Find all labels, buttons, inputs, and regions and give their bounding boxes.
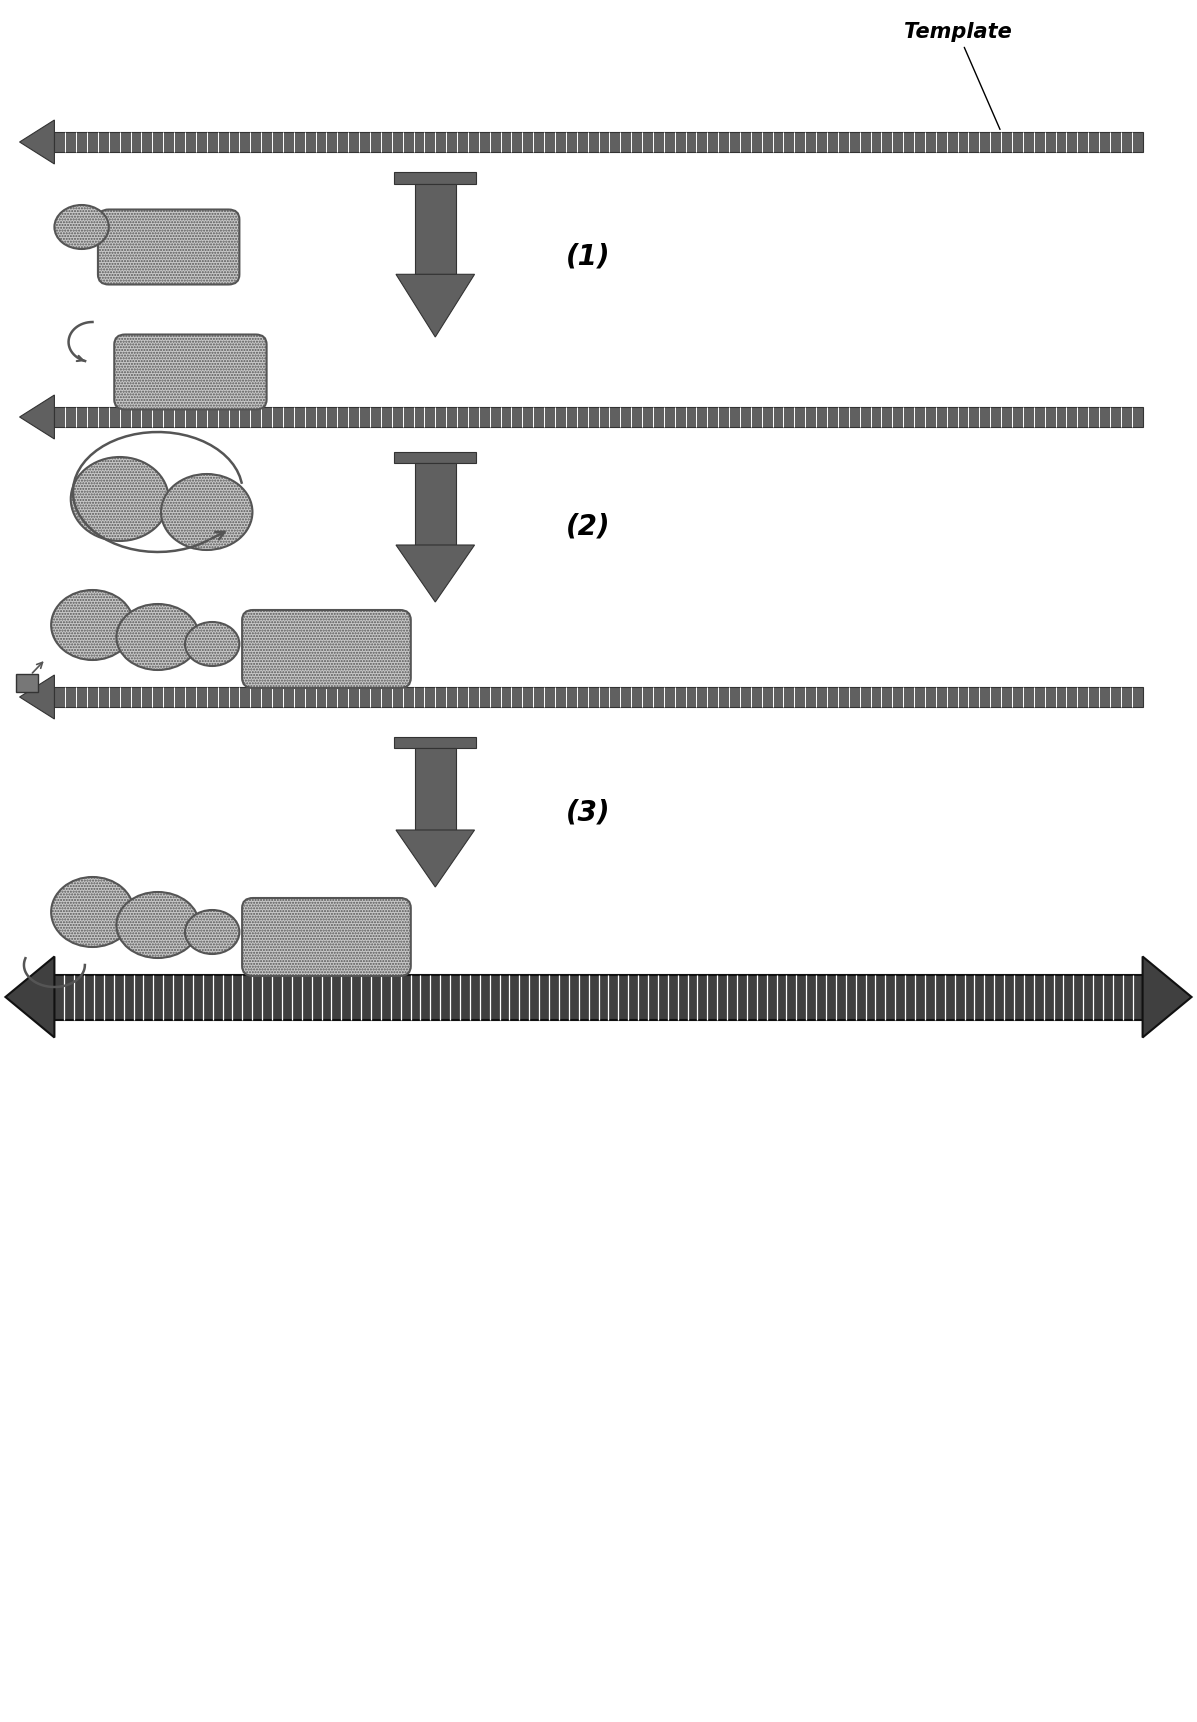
Polygon shape <box>396 830 474 887</box>
Ellipse shape <box>54 205 109 250</box>
Ellipse shape <box>162 474 253 549</box>
Text: (3): (3) <box>566 797 610 827</box>
FancyBboxPatch shape <box>54 133 1143 152</box>
Polygon shape <box>396 274 474 338</box>
FancyBboxPatch shape <box>114 334 267 410</box>
FancyBboxPatch shape <box>54 406 1143 427</box>
FancyBboxPatch shape <box>395 737 476 747</box>
FancyBboxPatch shape <box>98 210 239 284</box>
Polygon shape <box>1143 956 1191 1037</box>
Ellipse shape <box>186 909 239 954</box>
FancyBboxPatch shape <box>242 897 411 976</box>
Polygon shape <box>19 675 54 720</box>
Polygon shape <box>19 394 54 439</box>
Ellipse shape <box>51 591 134 660</box>
FancyBboxPatch shape <box>17 673 38 692</box>
Text: (1): (1) <box>566 243 610 270</box>
FancyBboxPatch shape <box>395 451 476 463</box>
Ellipse shape <box>51 876 134 947</box>
Ellipse shape <box>116 892 199 957</box>
FancyBboxPatch shape <box>242 610 411 689</box>
Polygon shape <box>396 544 474 603</box>
FancyBboxPatch shape <box>54 687 1143 708</box>
FancyBboxPatch shape <box>54 975 1143 1019</box>
FancyBboxPatch shape <box>414 184 456 274</box>
Ellipse shape <box>186 622 239 666</box>
FancyBboxPatch shape <box>395 172 476 184</box>
FancyBboxPatch shape <box>414 747 456 830</box>
Text: Template: Template <box>904 22 1011 129</box>
Text: (2): (2) <box>566 513 610 541</box>
Ellipse shape <box>116 604 199 670</box>
FancyBboxPatch shape <box>414 463 456 544</box>
Polygon shape <box>19 121 54 164</box>
Polygon shape <box>6 956 54 1037</box>
Ellipse shape <box>71 456 169 541</box>
